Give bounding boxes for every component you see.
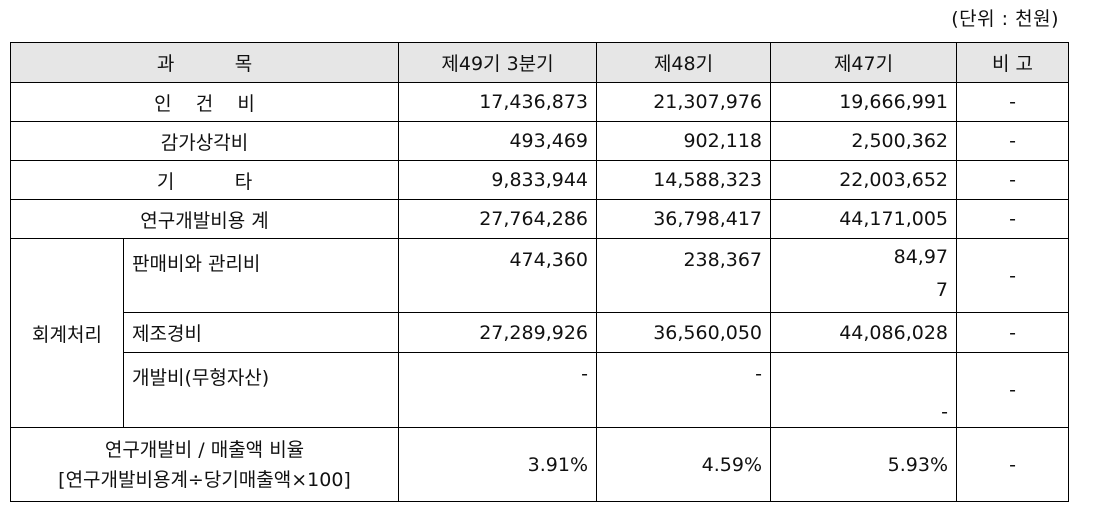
row-label-depreciation: 감가상각비 bbox=[9, 121, 400, 161]
cell-value: 19,666,991 bbox=[770, 82, 958, 122]
cell-note: - bbox=[956, 199, 1070, 239]
header-48th: 제48기 bbox=[596, 42, 772, 83]
cell-value: 4.59% bbox=[596, 427, 772, 502]
cell-value: 27,289,926 bbox=[398, 312, 598, 353]
header-note: 비 고 bbox=[956, 42, 1070, 83]
cell-value: 36,798,417 bbox=[596, 199, 772, 239]
cell-value-part: 84,97 bbox=[893, 246, 949, 268]
cell-note: - bbox=[956, 160, 1070, 200]
table-row: 연구개발비 / 매출액 비율 [연구개발비용계÷당기매출액×100] 3.91%… bbox=[9, 427, 1070, 502]
cell-note: - bbox=[956, 121, 1070, 161]
cell-value: 22,003,652 bbox=[770, 160, 958, 200]
cell-value: 9,833,944 bbox=[398, 160, 598, 200]
cell-value: 21,307,976 bbox=[596, 82, 772, 122]
cell-value: 17,436,873 bbox=[398, 82, 598, 122]
cell-value: - bbox=[770, 352, 958, 428]
cell-value: 44,086,028 bbox=[770, 312, 958, 353]
table-row: 연구개발비용 계 27,764,286 36,798,417 44,171,00… bbox=[9, 199, 1070, 239]
cell-note: - bbox=[956, 312, 1070, 353]
cell-value: 902,118 bbox=[596, 121, 772, 161]
accounting-group-label: 회계처리 bbox=[10, 238, 124, 428]
cell-value: 27,764,286 bbox=[398, 199, 598, 239]
cell-value: - bbox=[596, 352, 772, 428]
header-row: 과 목 제49기 3분기 제48기 제47기 비 고 bbox=[9, 42, 1070, 83]
cell-value: 44,171,005 bbox=[770, 199, 958, 239]
row-label-other: 기 타 bbox=[9, 160, 400, 200]
cell-value: - bbox=[398, 352, 598, 428]
header-47th: 제47기 bbox=[770, 42, 958, 83]
ratio-label-line1: 연구개발비 / 매출액 비율 bbox=[104, 438, 305, 461]
cell-value: 3.91% bbox=[398, 427, 598, 502]
cell-note: - bbox=[956, 427, 1070, 502]
row-label-sga: 판매비와 관리비 bbox=[122, 238, 400, 313]
cell-value: 474,360 bbox=[398, 238, 598, 313]
cell-value-wrapped: 84,97 7 bbox=[770, 238, 958, 313]
table-row: 인 건 비 17,436,873 21,307,976 19,666,991 - bbox=[9, 82, 1070, 122]
unit-note: (단위 : 천원) bbox=[951, 8, 1059, 30]
table-row: 제조경비 27,289,926 36,560,050 44,086,028 - bbox=[11, 312, 1070, 353]
cell-value: 2,500,362 bbox=[770, 121, 958, 161]
row-label-rd-total: 연구개발비용 계 bbox=[9, 199, 400, 239]
table-row: 기 타 9,833,944 14,588,323 22,003,652 - bbox=[9, 160, 1070, 200]
header-subject: 과 목 bbox=[9, 42, 400, 83]
header-q3-49th: 제49기 3분기 bbox=[398, 42, 598, 83]
cell-value: 36,560,050 bbox=[596, 312, 772, 353]
cell-value: 5.93% bbox=[770, 427, 958, 502]
table-row: 감가상각비 493,469 902,118 2,500,362 - bbox=[9, 121, 1070, 161]
row-label-manufacturing: 제조경비 bbox=[122, 312, 400, 353]
ratio-label-line2: [연구개발비용계÷당기매출액×100] bbox=[58, 468, 351, 491]
cell-value-part: 7 bbox=[935, 279, 949, 301]
rd-expense-table: 과 목 제49기 3분기 제48기 제47기 비 고 인 건 비 17,436,… bbox=[9, 42, 1070, 502]
cell-note: - bbox=[956, 238, 1070, 313]
cell-value: 238,367 bbox=[596, 238, 772, 313]
cell-note: - bbox=[956, 352, 1070, 428]
cell-value: 14,588,323 bbox=[596, 160, 772, 200]
table-row: 회계처리 판매비와 관리비 474,360 238,367 84,97 7 - bbox=[10, 238, 1070, 428]
cell-note: - bbox=[956, 82, 1070, 122]
row-label-ratio: 연구개발비 / 매출액 비율 [연구개발비용계÷당기매출액×100] bbox=[9, 427, 400, 502]
row-label-labor: 인 건 비 bbox=[9, 82, 400, 122]
table-row: 개발비(무형자산) - - - - bbox=[11, 352, 1070, 428]
row-label-development: 개발비(무형자산) bbox=[122, 352, 400, 428]
cell-value: 493,469 bbox=[398, 121, 598, 161]
